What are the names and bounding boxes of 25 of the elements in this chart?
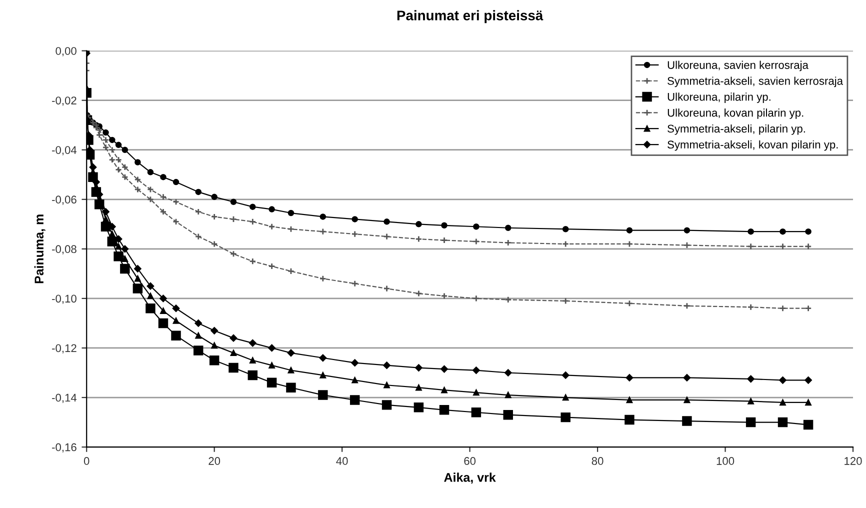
x-tick-label: 40 [336, 457, 348, 465]
y-tick-label: -0,12 [52, 344, 76, 354]
y-tick-label: -0,06 [52, 196, 76, 205]
legend-label: Symmetria-akseli, kovan pilarin yp. [668, 140, 838, 151]
y-tick-label: -0,08 [52, 245, 76, 254]
y-tick-label: -0,16 [52, 443, 76, 452]
x-tick-label: 0 [84, 457, 90, 465]
legend-label: Ulkoreuna, kovan pilarin yp. [668, 108, 804, 119]
chart-title: Painumat eri pisteissä [397, 10, 544, 24]
y-tick-label: -0,10 [52, 294, 76, 304]
x-tick-label: 20 [208, 457, 220, 465]
y-tick-label: -0,14 [52, 394, 77, 403]
x-tick-label: 100 [716, 457, 734, 465]
legend-label: Symmetria-akseli, savien kerrosraja [668, 76, 844, 88]
y-tick-label: 0,00 [56, 47, 76, 56]
legend-label: Ulkoreuna, pilarin yp. [668, 92, 770, 103]
legend-label: Ulkoreuna, savien kerrosraja [668, 60, 808, 72]
y-tick-label: -0,02 [52, 96, 76, 106]
y-axis-title: Painuma, m [34, 214, 46, 284]
x-axis-title: Aika, vrk [444, 472, 496, 484]
x-tick-label: 120 [844, 457, 862, 465]
x-tick-label: 60 [464, 457, 476, 465]
y-tick-label: -0,04 [52, 146, 77, 156]
x-tick-label: 80 [592, 457, 604, 465]
legend-label: Symmetria-akseli, pilarin yp. [668, 124, 805, 135]
